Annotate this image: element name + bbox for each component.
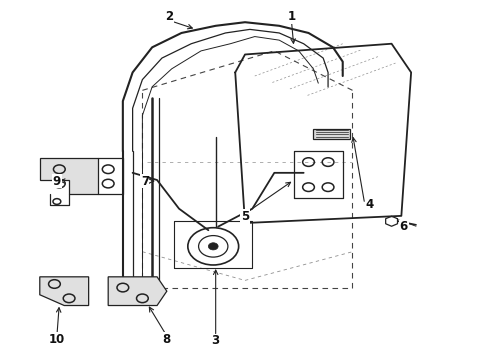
Polygon shape (40, 158, 98, 194)
Bar (314, 129, 350, 139)
Text: 2: 2 (165, 10, 173, 23)
Polygon shape (108, 277, 167, 306)
Text: 7: 7 (141, 175, 149, 188)
Polygon shape (40, 277, 89, 306)
Text: 9: 9 (53, 175, 61, 188)
Circle shape (208, 243, 218, 250)
Text: 1: 1 (287, 10, 295, 23)
Text: 5: 5 (241, 210, 249, 223)
Text: 6: 6 (400, 220, 408, 233)
Text: 4: 4 (366, 198, 374, 211)
Text: 3: 3 (212, 334, 220, 347)
Text: 8: 8 (163, 333, 171, 346)
Text: 10: 10 (49, 333, 65, 346)
